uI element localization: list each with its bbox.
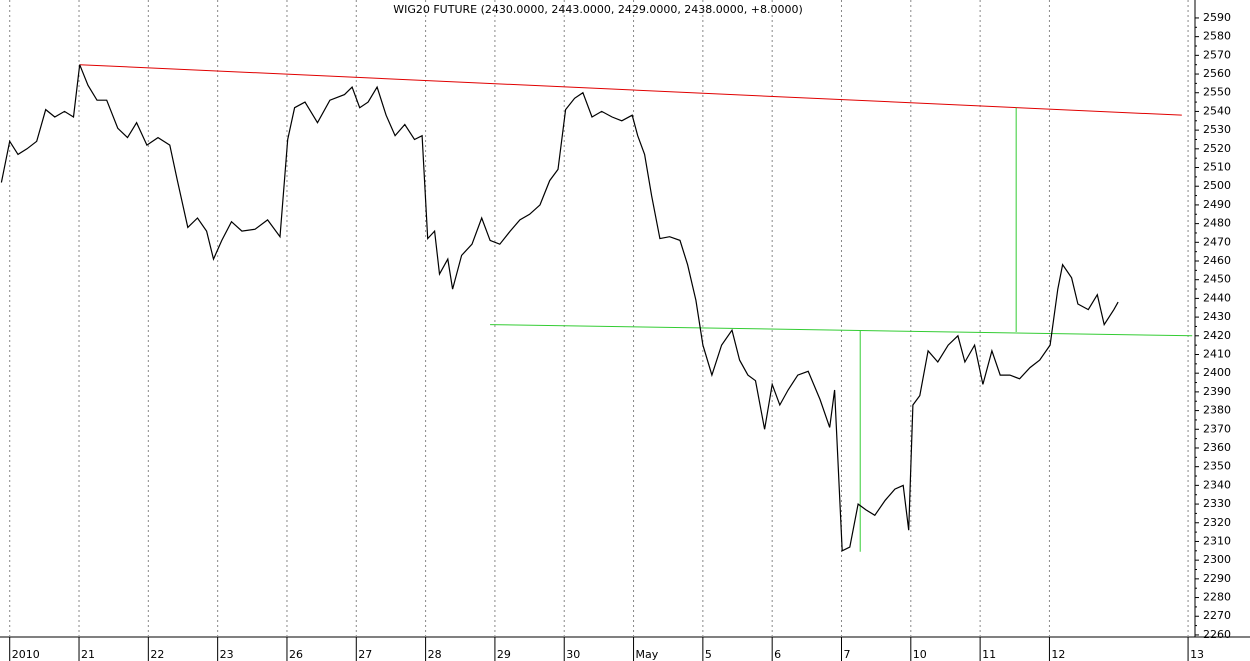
y-tick-label: 2510 <box>1203 161 1231 174</box>
y-tick-label: 2270 <box>1203 609 1231 622</box>
y-tick-label: 2300 <box>1203 553 1231 566</box>
x-tick-label: 27 <box>358 648 372 661</box>
y-tick-label: 2340 <box>1203 478 1231 491</box>
y-tick-label: 2400 <box>1203 366 1231 379</box>
y-tick-label: 2580 <box>1203 30 1231 43</box>
y-tick-label: 2370 <box>1203 422 1231 435</box>
y-tick-label: 2440 <box>1203 291 1231 304</box>
x-tick-label: 13 <box>1190 648 1204 661</box>
y-tick-label: 2260 <box>1203 628 1231 641</box>
trend-line <box>79 64 1182 116</box>
x-tick-label: 23 <box>220 648 234 661</box>
y-tick-label: 2360 <box>1203 441 1231 454</box>
y-tick-label: 2330 <box>1203 497 1231 510</box>
y-tick-label: 2410 <box>1203 347 1231 360</box>
y-tick-label: 2290 <box>1203 572 1231 585</box>
x-tick-label: 11 <box>982 648 996 661</box>
y-tick-label: 2560 <box>1203 67 1231 80</box>
x-tick-label: 2010 <box>12 648 40 661</box>
y-tick-label: 2480 <box>1203 217 1231 230</box>
x-tick-label: 29 <box>497 648 511 661</box>
y-tick-label: 2590 <box>1203 11 1231 24</box>
y-tick-label: 2460 <box>1203 254 1231 267</box>
y-tick-label: 2430 <box>1203 310 1231 323</box>
chart-title: WIG20 FUTURE (2430.0000, 2443.0000, 2429… <box>393 3 803 16</box>
y-tick-label: 2280 <box>1203 591 1231 604</box>
y-tick-label: 2550 <box>1203 86 1231 99</box>
y-tick-label: 2490 <box>1203 198 1231 211</box>
x-tick-label: 22 <box>150 648 164 661</box>
x-tick-label: 21 <box>81 648 95 661</box>
x-tick-label: 6 <box>774 648 781 661</box>
x-tick-label: 10 <box>913 648 927 661</box>
y-tick-label: 2500 <box>1203 179 1231 192</box>
y-tick-label: 2320 <box>1203 516 1231 529</box>
y-tick-label: 2310 <box>1203 534 1231 547</box>
y-tick-label: 2540 <box>1203 104 1231 117</box>
x-tick-label: 5 <box>705 648 712 661</box>
x-tick-label: 28 <box>428 648 442 661</box>
x-tick-label: 12 <box>1051 648 1065 661</box>
y-tick-label: 2390 <box>1203 385 1231 398</box>
y-tick-label: 2420 <box>1203 329 1231 342</box>
trend-line <box>490 324 1193 337</box>
y-tick-label: 2380 <box>1203 404 1231 417</box>
x-tick-label: 7 <box>843 648 850 661</box>
x-tick-label: May <box>636 648 659 661</box>
y-tick-label: 2470 <box>1203 235 1231 248</box>
y-tick-label: 2570 <box>1203 48 1231 61</box>
y-tick-label: 2520 <box>1203 142 1231 155</box>
price-line <box>0 64 1119 552</box>
y-tick-label: 2350 <box>1203 460 1231 473</box>
y-tick-label: 2530 <box>1203 123 1231 136</box>
x-tick-label: 30 <box>566 648 580 661</box>
y-tick-label: 2450 <box>1203 273 1231 286</box>
x-tick-label: 26 <box>289 648 303 661</box>
